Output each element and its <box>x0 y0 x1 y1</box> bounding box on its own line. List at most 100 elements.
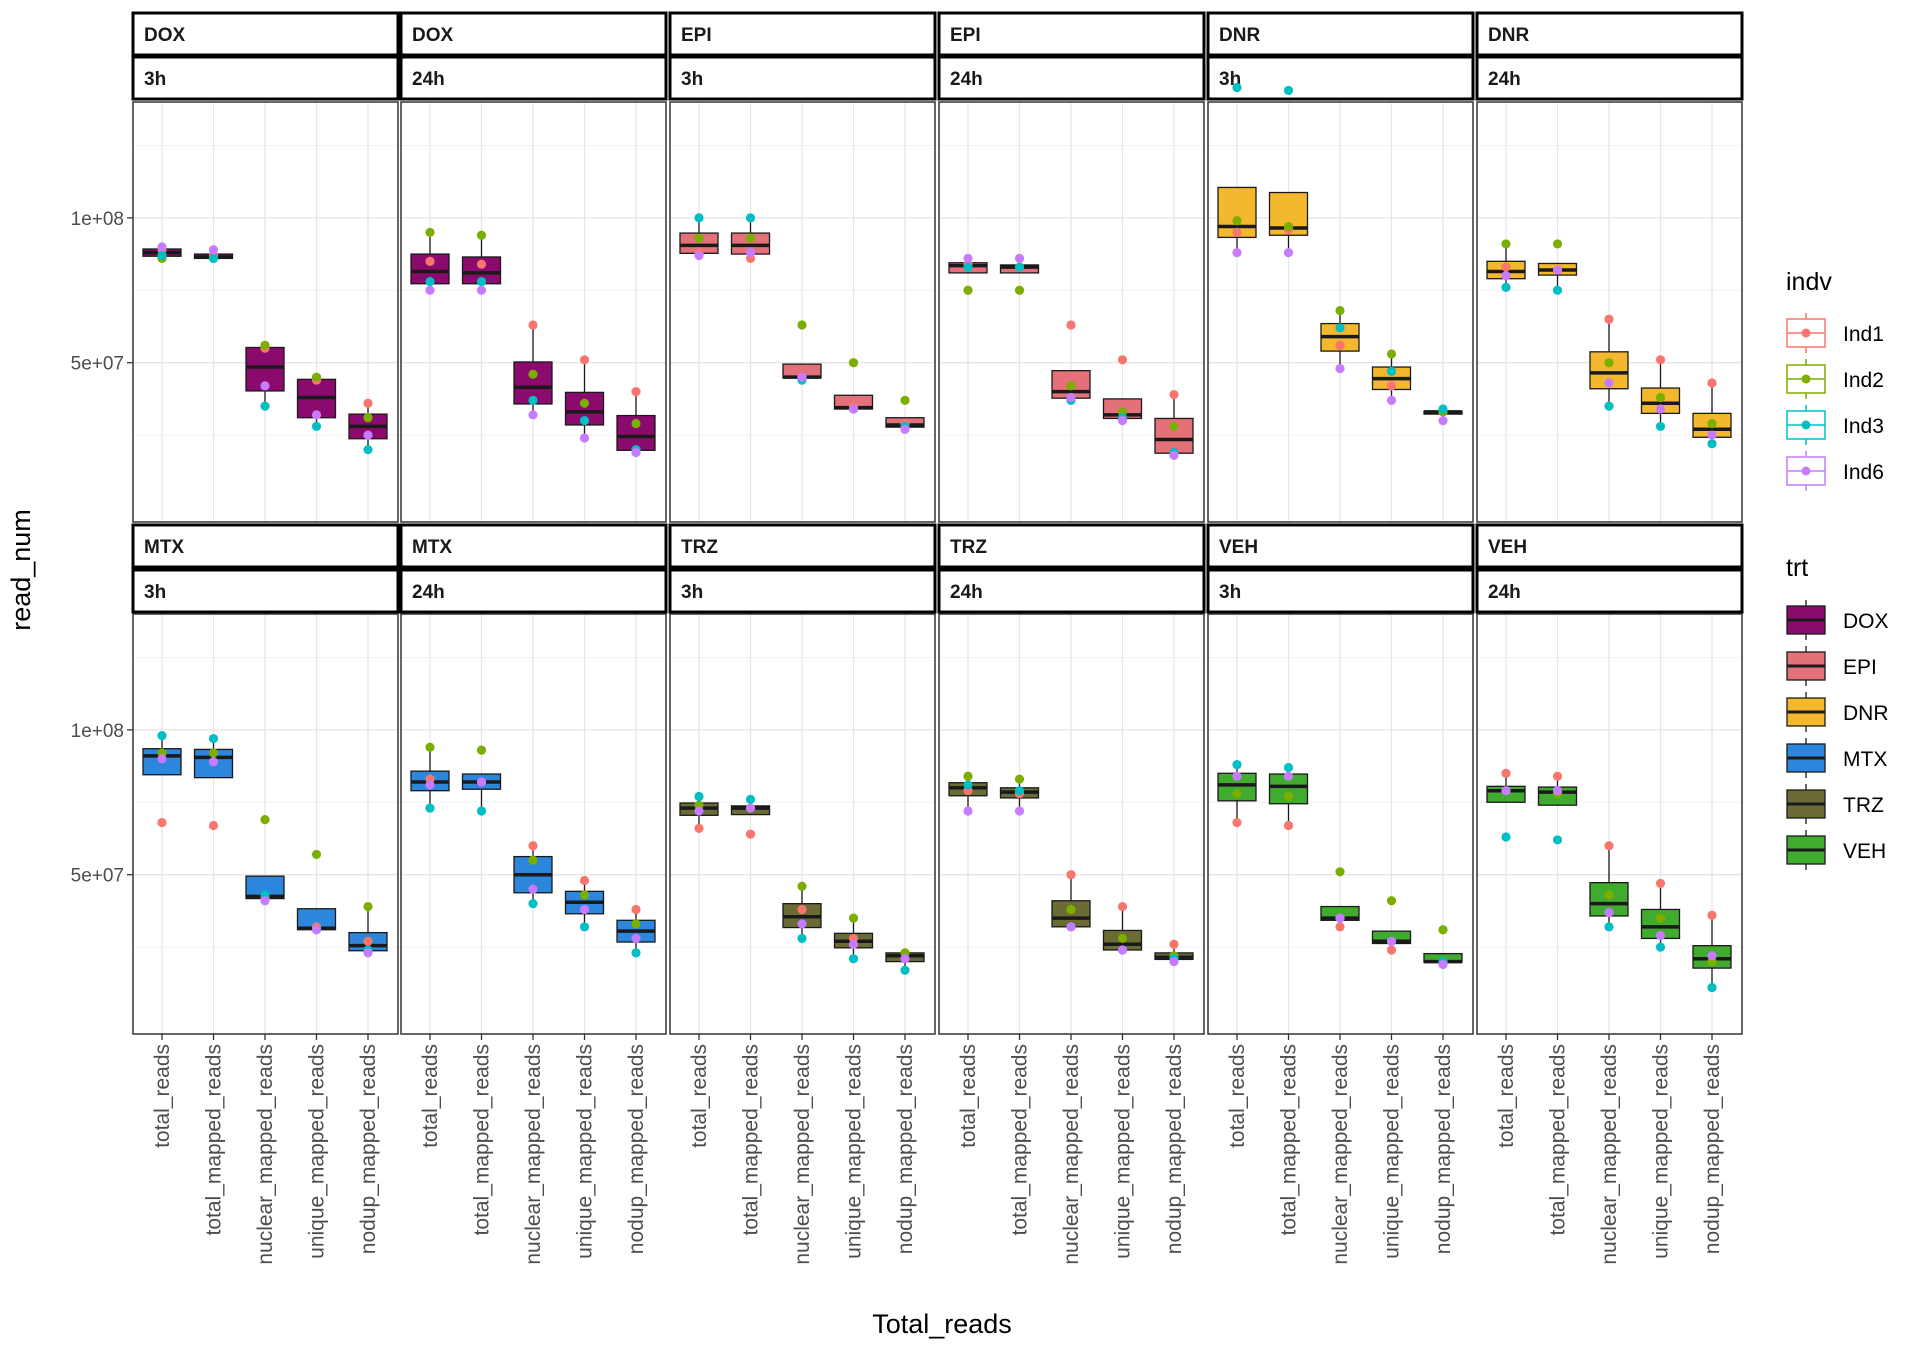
point-ind1 <box>528 320 538 330</box>
box-body <box>1217 186 1257 239</box>
x-tick-label: total_reads <box>1226 1044 1249 1148</box>
point-ind6 <box>1117 945 1128 955</box>
point-ind6 <box>1501 271 1511 281</box>
box-total_mapped_reads <box>193 733 234 831</box>
box-total_reads <box>410 742 450 813</box>
strip-drug-label: DNR <box>1488 25 1529 46</box>
point-ind1 <box>476 259 487 269</box>
strip-time-label: 24h <box>1488 582 1521 603</box>
point-ind3 <box>157 731 167 741</box>
point-ind2 <box>1438 925 1448 935</box>
point-ind1 <box>1117 901 1128 912</box>
point-ind6 <box>1066 922 1076 932</box>
legend-indv-label: Ind1 <box>1843 323 1884 346</box>
x-tick-label: unique_mapped_reads <box>843 1044 866 1259</box>
strip-time-box <box>937 568 1206 614</box>
box-nuclear_mapped_reads <box>782 320 822 385</box>
x-tick-label: nuclear_mapped_reads <box>1598 1044 1621 1265</box>
box-total_mapped_reads <box>461 745 502 816</box>
box-total_reads <box>1217 82 1257 258</box>
point-ind3 <box>476 276 487 287</box>
box-nuclear_mapped_reads <box>1051 320 1091 405</box>
strip-drug-label: EPI <box>950 25 981 46</box>
x-tick-label: nuclear_mapped_reads <box>1060 1044 1083 1265</box>
x-tick-label: unique_mapped_reads <box>1112 1044 1135 1259</box>
x-tick-label: nuclear_mapped_reads <box>791 1044 814 1265</box>
y-tick-label: 5e+07 <box>71 866 124 887</box>
point-ind2 <box>425 742 435 752</box>
point-ind6 <box>157 242 167 252</box>
point-ind2 <box>797 881 807 891</box>
legend-trt-label: VEH <box>1843 840 1886 863</box>
point-ind1 <box>631 904 641 915</box>
point-ind2 <box>1232 216 1242 226</box>
strip-drug-box <box>1206 523 1475 569</box>
box-nuclear_mapped_reads <box>1589 841 1629 932</box>
strip-drug-box <box>399 11 668 57</box>
point-ind3 <box>1655 942 1666 952</box>
legend-trt-key <box>1786 830 1826 870</box>
strip-time-box <box>1475 55 1744 101</box>
point-ind1 <box>1066 320 1076 330</box>
box-unique_mapped_reads <box>564 875 605 932</box>
box-unique_mapped_reads <box>296 849 337 935</box>
point-ind2 <box>579 890 590 900</box>
point-ind2 <box>631 418 641 429</box>
strip-time-box <box>1206 568 1475 614</box>
box-nuclear_mapped_reads <box>513 841 553 909</box>
point-ind6 <box>963 806 973 816</box>
point-ind1 <box>1707 378 1717 388</box>
point-ind6 <box>528 410 538 420</box>
strip-drug-box <box>937 523 1206 569</box>
point-ind6 <box>363 948 373 958</box>
box-nuclear_mapped_reads <box>782 881 822 944</box>
point-ind2 <box>1283 221 1294 232</box>
box-nodup_mapped_reads <box>885 395 925 434</box>
strip-drug-label: TRZ <box>681 537 718 558</box>
point-ind2 <box>1335 867 1345 877</box>
point-ind6 <box>745 248 756 258</box>
legend-key-point <box>1801 420 1811 430</box>
point-ind1 <box>1552 771 1563 781</box>
point-ind6 <box>1604 378 1614 388</box>
box-nuclear_mapped_reads <box>1320 867 1360 932</box>
x-tick-label: nuclear_mapped_reads <box>254 1044 277 1265</box>
point-ind2 <box>476 745 487 755</box>
point-ind3 <box>425 803 435 813</box>
box-total_reads <box>1486 239 1526 292</box>
point-ind2 <box>1117 933 1128 944</box>
point-ind3 <box>157 250 167 261</box>
strip-drug-box <box>1206 11 1475 57</box>
legend-indv-title: indv <box>1786 268 1832 296</box>
box-unique_mapped_reads <box>296 372 337 432</box>
point-ind6 <box>1552 786 1563 796</box>
point-ind3 <box>1438 404 1448 414</box>
point-ind6 <box>1232 771 1242 781</box>
box-total_mapped_reads <box>461 230 502 295</box>
point-ind6 <box>1169 450 1179 460</box>
strip-drug-label: VEH <box>1219 537 1258 558</box>
x-tick-label: total_mapped_reads <box>1278 1044 1301 1235</box>
point-ind3 <box>1014 786 1025 796</box>
point-ind6 <box>1283 248 1294 258</box>
point-ind6 <box>579 904 590 915</box>
point-ind2 <box>1014 774 1025 784</box>
panel-trz-3h: TRZ 3h <box>668 523 937 1035</box>
x-tick-label: total_mapped_reads <box>203 1044 226 1235</box>
strip-time-label: 24h <box>950 582 983 603</box>
box-nuclear_mapped_reads <box>1051 870 1091 932</box>
point-ind3 <box>963 780 973 790</box>
x-tick-label: nodup_mapped_reads <box>357 1044 380 1254</box>
strip-time-label: 3h <box>681 69 703 90</box>
strip-time-box <box>668 568 937 614</box>
point-ind6 <box>1014 253 1025 264</box>
legend-indv-key <box>1786 313 1826 353</box>
legend-trt-key <box>1786 646 1826 686</box>
legend-indv-label: Ind6 <box>1843 461 1884 484</box>
box-total_mapped_reads <box>999 774 1040 816</box>
point-ind3 <box>1232 760 1242 770</box>
point-ind6 <box>1014 806 1025 816</box>
box-total_reads <box>1486 768 1526 842</box>
box-nodup_mapped_reads <box>1154 389 1194 460</box>
legend-trt-label: DNR <box>1843 702 1889 725</box>
